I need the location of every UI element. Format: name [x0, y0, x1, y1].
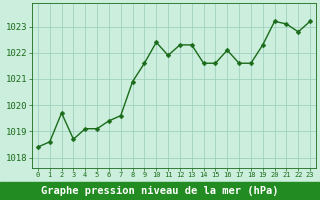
Text: Graphe pression niveau de la mer (hPa): Graphe pression niveau de la mer (hPa)	[41, 186, 279, 196]
